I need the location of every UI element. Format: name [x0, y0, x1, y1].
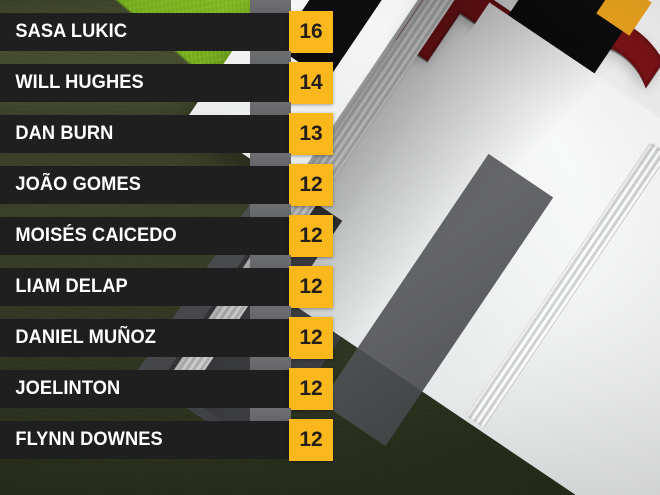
player-value-badge: 14	[289, 62, 333, 104]
player-name: JOELINTON	[15, 378, 121, 399]
row-bar: JOÃO GOMES	[0, 166, 291, 204]
player-name: WILL HUGHES	[15, 72, 144, 93]
row-shadow-tab	[250, 357, 291, 370]
player-name: FLYNN DOWNES	[15, 429, 163, 450]
ranked-bar-list: SASA LUKIC 16 WILL HUGHES 14 DAN BURN 13 JOÃO …	[0, 0, 334, 461]
player-value-badge: 12	[289, 164, 333, 206]
player-name: JOÃO GOMES	[15, 174, 141, 195]
player-name: DANIEL MUÑOZ	[15, 327, 157, 348]
row-shadow-tab	[250, 306, 291, 319]
table-row: MOISÉS CAICEDO 12	[0, 204, 334, 257]
row-shadow-tab	[250, 0, 291, 13]
row-shadow-tab	[250, 255, 291, 268]
row-shadow-tab	[250, 408, 291, 421]
row-shadow-tab	[250, 51, 291, 64]
player-value-badge: 12	[289, 419, 333, 461]
player-value-badge: 13	[289, 113, 333, 155]
player-name: MOISÉS CAICEDO	[15, 225, 177, 246]
row-bar: DAN BURN	[0, 115, 291, 153]
table-row: SASA LUKIC 16	[0, 0, 334, 53]
table-row: DANIEL MUÑOZ 12	[0, 306, 334, 359]
row-bar: FLYNN DOWNES	[0, 421, 291, 459]
row-bar: DANIEL MUÑOZ	[0, 319, 291, 357]
row-bar: SASA LUKIC	[0, 13, 291, 51]
player-value-badge: 12	[289, 266, 333, 308]
table-row: JOÃO GOMES 12	[0, 153, 334, 206]
table-row: DAN BURN 13	[0, 102, 334, 155]
row-bar: MOISÉS CAICEDO	[0, 217, 291, 255]
table-row: JOELINTON 12	[0, 357, 334, 410]
player-name: LIAM DELAP	[15, 276, 128, 297]
row-bar: LIAM DELAP	[0, 268, 291, 306]
row-shadow-tab	[250, 153, 291, 166]
player-name: SASA LUKIC	[15, 21, 128, 42]
table-row: WILL HUGHES 14	[0, 51, 334, 104]
player-value-badge: 12	[289, 317, 333, 359]
row-shadow-tab	[250, 204, 291, 217]
row-shadow-tab	[250, 102, 291, 115]
table-row: FLYNN DOWNES 12	[0, 408, 334, 461]
row-bar: JOELINTON	[0, 370, 291, 408]
row-bar: WILL HUGHES	[0, 64, 291, 102]
table-row: LIAM DELAP 12	[0, 255, 334, 308]
player-value-badge: 16	[289, 11, 333, 53]
player-value-badge: 12	[289, 368, 333, 410]
player-name: DAN BURN	[15, 123, 114, 144]
player-value-badge: 12	[289, 215, 333, 257]
